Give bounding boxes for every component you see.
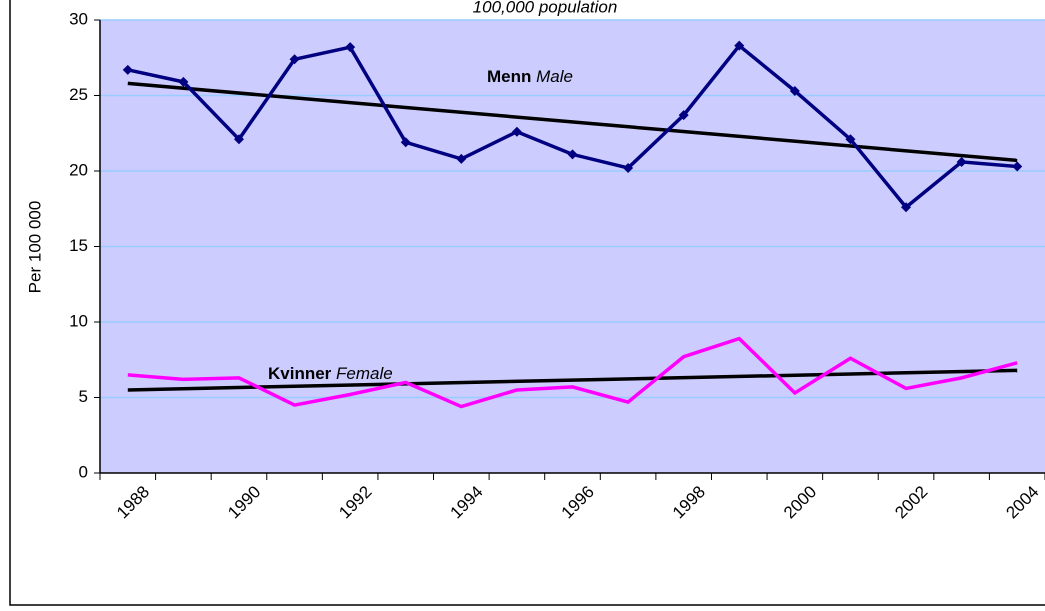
y-axis-label: Per 100 000 (25, 201, 44, 294)
y-tick-label: 30 (69, 9, 88, 28)
series-line (127, 336, 1018, 409)
trend-line (127, 81, 1018, 163)
y-tick-label: 20 (69, 160, 88, 179)
data-point (567, 149, 578, 160)
series-label: Kvinner Female (268, 364, 393, 383)
data-point (789, 85, 800, 96)
data-point (456, 153, 467, 164)
data-point (845, 134, 856, 145)
data-point (734, 40, 745, 51)
data-point (901, 202, 912, 213)
y-tick-label: 15 (69, 236, 88, 255)
data-point (400, 137, 411, 148)
data-point (289, 54, 300, 65)
series-name: Kvinner (268, 364, 332, 383)
data-point (233, 134, 244, 145)
chart-title: 100,000 population (473, 0, 618, 16)
series-name-en: Female (336, 364, 393, 383)
series-label: Menn Male (487, 67, 573, 86)
data-point (178, 76, 189, 87)
data-point (511, 126, 522, 137)
series-name: Menn (487, 67, 531, 86)
data-point (122, 64, 133, 75)
y-tick-label: 0 (79, 462, 88, 481)
series-name-en: Male (536, 67, 573, 86)
trend-line (127, 368, 1018, 392)
y-tick-label: 5 (79, 387, 88, 406)
data-point (956, 156, 967, 167)
data-point (1012, 161, 1023, 172)
y-tick-label: 25 (69, 85, 88, 104)
data-point (678, 110, 689, 121)
data-point (345, 42, 356, 53)
y-tick-label: 10 (69, 311, 88, 330)
data-point (623, 162, 634, 173)
